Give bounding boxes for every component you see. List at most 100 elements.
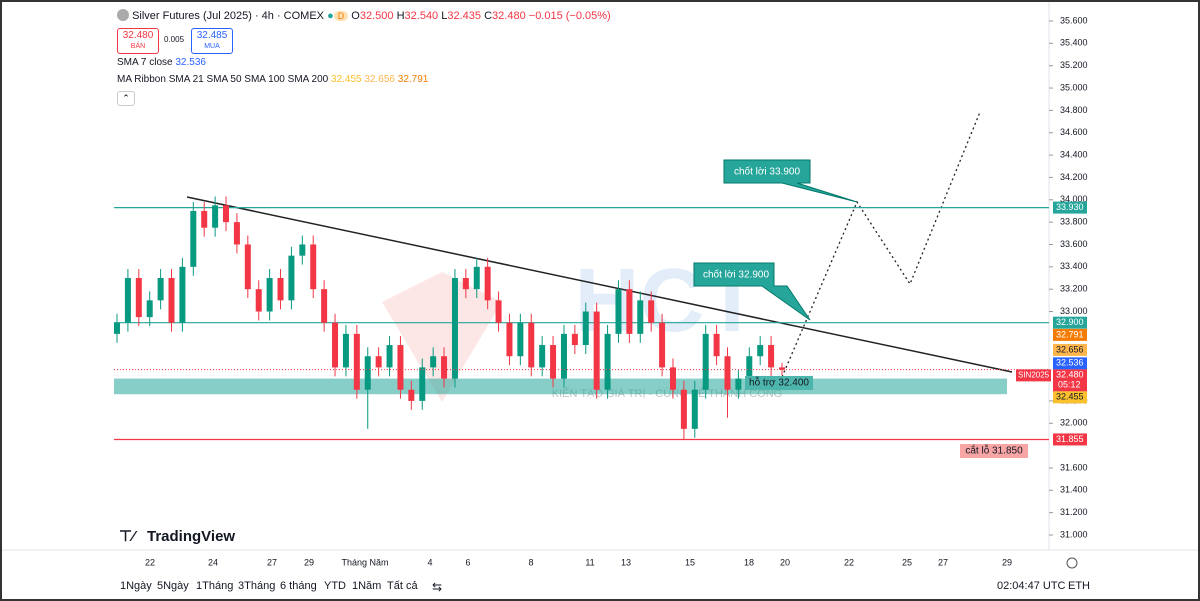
candle-body [757, 345, 764, 357]
candle-body [691, 389, 698, 429]
projection-path [781, 111, 981, 378]
price-tag-label: 32.900 [1056, 317, 1084, 327]
candle-body [746, 356, 753, 379]
candle-body [364, 356, 371, 390]
settings-icon[interactable] [1066, 557, 1078, 569]
sell-label: BÁN [130, 43, 146, 50]
candle-body [124, 278, 131, 323]
candle-body [560, 333, 567, 379]
range-button[interactable]: 1Ngày [120, 580, 152, 592]
range-button[interactable]: 3Tháng [238, 580, 276, 592]
x-tick-label: 20 [780, 557, 790, 567]
annotation: cắt lỗ 31.850 [965, 444, 1023, 457]
y-tick-label: 34.400 [1060, 149, 1088, 159]
candle-body [321, 289, 328, 323]
callout [693, 262, 811, 321]
x-tick-label: 4 [427, 557, 432, 567]
sell-price: 32.480 [122, 30, 154, 41]
x-tick-label: 29 [304, 557, 314, 567]
candle-body [528, 322, 535, 368]
candle-body [506, 322, 513, 357]
trend-line [186, 196, 1013, 373]
y-tick-label: 35.000 [1060, 82, 1088, 92]
ohlc-label: C [484, 10, 493, 22]
range-button[interactable]: 1Năm [352, 580, 382, 592]
candle-body [724, 356, 731, 390]
symbol[interactable]: Silver Futures (Jul 2025) · 4h · COMEX [132, 10, 325, 22]
candle-body [277, 278, 284, 301]
candle-body [680, 389, 687, 429]
x-tick-label: 22 [145, 557, 155, 567]
candle-body [659, 322, 666, 368]
indicator-value: 32.455 [331, 74, 362, 85]
x-tick-label: Tháng Năm [341, 557, 388, 567]
candle-body [135, 278, 142, 318]
session-toggle[interactable]: ETH [1068, 580, 1090, 592]
ohlc-label: L [441, 10, 448, 22]
header-row: Silver Futures (Jul 2025) · 4h · COMEX ●… [117, 9, 611, 22]
x-tick-label: 15 [685, 557, 695, 567]
candle-body [768, 345, 775, 368]
annotation: chốt lời 33.900 [734, 166, 800, 178]
indicator-label[interactable]: SMA 7 close [117, 57, 173, 68]
candle-body [375, 356, 382, 368]
y-tick-label: 33.400 [1060, 261, 1088, 271]
range-button[interactable]: 1Tháng [196, 580, 234, 592]
x-tick-label: 22 [844, 557, 854, 567]
candle-body [255, 289, 262, 312]
candle-body [648, 300, 655, 323]
x-tick-label: 29 [1002, 557, 1012, 567]
clock: 02:04:47 UTC [997, 580, 1066, 592]
price-tag [1053, 433, 1087, 446]
x-tick-label: 13 [621, 557, 631, 567]
annotations: chốt lời 33.900 chốt lời 32.900 hỗ trợ 3… [693, 159, 1028, 458]
candle-body [397, 345, 404, 390]
price-tag [1053, 357, 1087, 370]
candle-body [462, 278, 469, 290]
candle-body [441, 356, 448, 379]
range-button[interactable]: 6 tháng [280, 580, 317, 592]
logo-mark: ⊤⁄ [119, 528, 138, 545]
sell-button[interactable]: 32.480 BÁN [117, 28, 159, 54]
candle-body [342, 333, 349, 368]
candle-body [495, 300, 502, 323]
candle-body [233, 222, 240, 245]
indicator-label[interactable]: MA Ribbon SMA 21 SMA 50 SMA 100 SMA 200 [117, 74, 329, 85]
candle-body [168, 278, 175, 323]
candle-body [386, 345, 393, 368]
candle-body [779, 367, 785, 370]
range-button[interactable]: YTD [324, 580, 346, 592]
price-tag-label: 31.855 [1056, 434, 1084, 444]
candle-body [626, 289, 633, 334]
candle-body [539, 345, 546, 368]
y-tick-label: 31.600 [1060, 462, 1088, 472]
annotation: chốt lời 32.900 [703, 269, 769, 281]
callout [723, 159, 858, 203]
compare-icon[interactable]: ⇆ [432, 580, 443, 594]
candle-body [430, 356, 437, 368]
candle-body [223, 205, 230, 223]
price-tag-label: 32.791 [1056, 329, 1084, 339]
collapse-button[interactable]: ⌃ [117, 91, 135, 106]
candle-body [332, 322, 339, 368]
candle-body [266, 278, 273, 312]
y-tick-label: 32.000 [1060, 418, 1088, 428]
range-button[interactable]: 5Ngày [157, 580, 189, 592]
y-tick-label: 34.000 [1060, 194, 1088, 204]
buy-button[interactable]: 32.485 MUA [191, 28, 233, 54]
candle-body [146, 300, 153, 318]
candle-body [735, 378, 742, 390]
session: D [333, 11, 349, 21]
ohlc-label: H [396, 10, 405, 22]
candle-body [517, 322, 524, 357]
price-tag [1053, 316, 1087, 329]
candle-body [353, 333, 360, 390]
candle-body [288, 255, 295, 301]
price-tag-label: 32.455 [1056, 392, 1084, 402]
candle-body [604, 333, 611, 390]
range-button[interactable]: Tất cả [387, 580, 418, 592]
indicator-row: MA Ribbon SMA 21 SMA 50 SMA 100 SMA 200 … [117, 74, 428, 85]
